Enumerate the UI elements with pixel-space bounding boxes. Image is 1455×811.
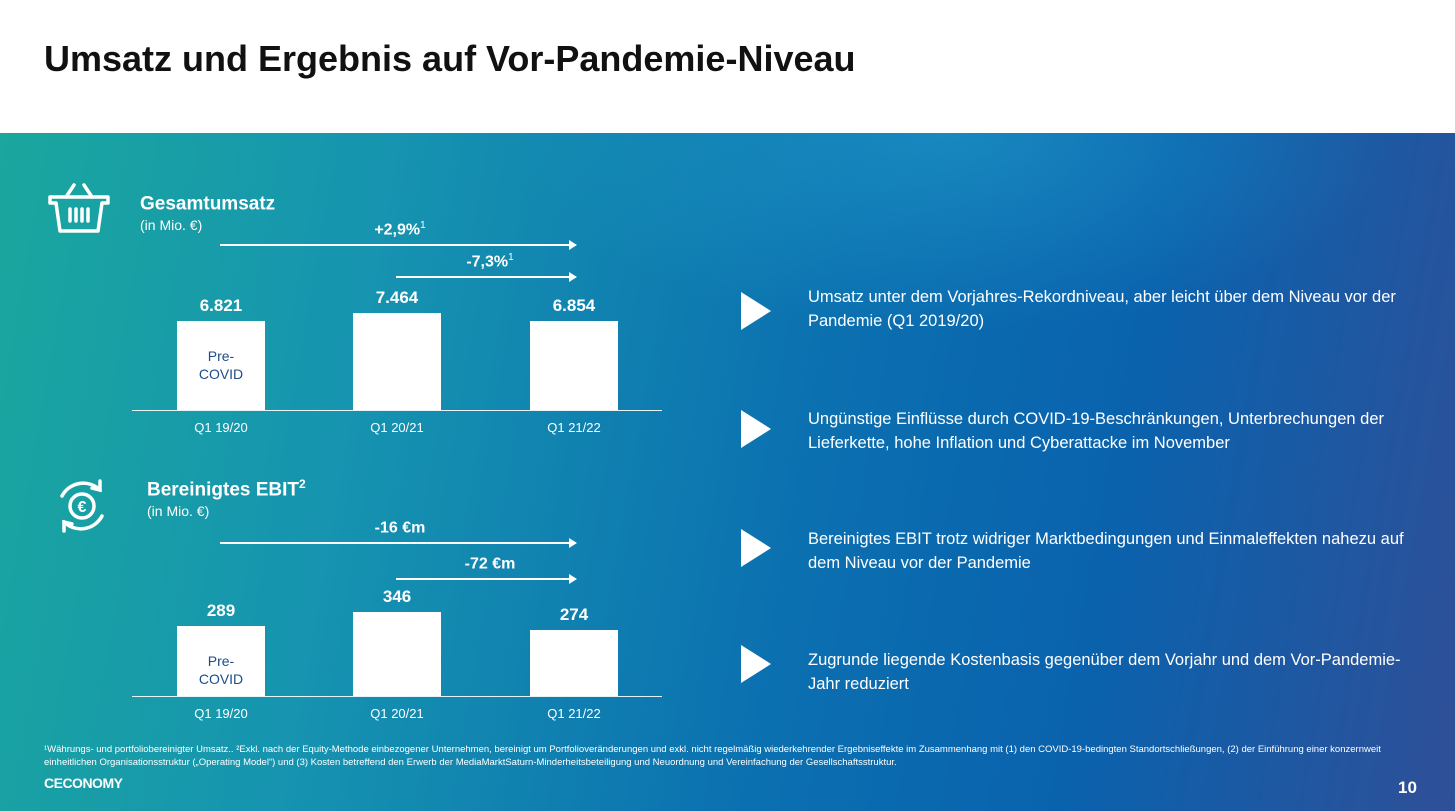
change-value: -7,3% <box>466 253 509 271</box>
bar-q1-21-22 <box>530 320 618 410</box>
x-axis <box>132 410 662 411</box>
ceconomy-logo: CECONOMY <box>44 775 123 791</box>
change-arrow <box>220 240 577 250</box>
bar-value-label: 7.464 <box>375 287 419 307</box>
bullet-text: Zugrunde liegende Kostenbasis gegenüber … <box>808 651 1401 693</box>
page-number: 10 <box>1398 778 1417 797</box>
change-value: -72 €m <box>464 555 516 573</box>
svg-text:€: € <box>78 499 87 516</box>
change-arrow <box>396 272 577 282</box>
content-panel: € Gesamtumsatz (in Mio. €) +2,9%1 -7,3%1 6.8… <box>0 133 1455 811</box>
x-tick-label: Q1 21/22 <box>547 420 601 435</box>
change-label: -72 €m <box>430 554 550 573</box>
chart-title: Gesamtumsatz <box>140 191 275 215</box>
title-footnote-mark: 2 <box>299 477 306 491</box>
bar-q1-21-22 <box>530 629 618 696</box>
footnote-mark: 1 <box>508 252 514 263</box>
change-arrow <box>220 538 577 548</box>
pre-covid-note: Pre- COVID <box>198 653 244 688</box>
bullet-triangle-icon <box>741 645 771 683</box>
chart-title-text: Bereinigtes EBIT <box>147 479 300 501</box>
bar-q1-20-21 <box>353 312 441 410</box>
bullet-text: Bereinigtes EBIT trotz widriger Marktbed… <box>808 530 1404 572</box>
bullet-text: Umsatz unter dem Vorjahres-Rekordniveau,… <box>808 288 1396 330</box>
change-arrow <box>396 574 577 584</box>
chart-title-text: Gesamtumsatz <box>140 193 276 215</box>
x-tick-label: Q1 20/21 <box>370 706 424 721</box>
chart-title: Bereinigtes EBIT2 <box>147 477 306 501</box>
x-tick-label: Q1 19/20 <box>194 420 248 435</box>
bar-value-label: 6.821 <box>199 295 243 315</box>
header: Umsatz und Ergebnis auf Vor-Pandemie-Niv… <box>0 0 1455 133</box>
euro-cycle-icon: € <box>60 479 104 533</box>
change-value: +2,9% <box>374 221 421 239</box>
bar-q1-19-20 <box>177 320 265 410</box>
change-label: +2,9%1 <box>340 220 460 239</box>
bullet-triangle-icon <box>741 292 771 330</box>
change-value: -16 €m <box>374 519 426 537</box>
chart-subtitle: (in Mio. €) <box>140 217 203 233</box>
pre-covid-note: Pre- COVID <box>198 347 244 382</box>
x-tick-label: Q1 21/22 <box>547 706 601 721</box>
change-label: -16 €m <box>340 518 460 537</box>
x-axis <box>132 696 662 697</box>
footnote-mark: 1 <box>420 220 426 231</box>
page-title: Umsatz und Ergebnis auf Vor-Pandemie-Niv… <box>44 38 856 79</box>
bar-q1-19-20 <box>177 626 265 696</box>
chart-subtitle: (in Mio. €) <box>147 503 210 519</box>
bar-value-label: 289 <box>206 601 236 621</box>
bar-value-label: 346 <box>382 587 412 607</box>
bullet-triangle-icon <box>741 529 771 567</box>
change-label: -7,3%1 <box>430 252 550 271</box>
footnote: ¹Währungs- und portfoliobereinigter Umsa… <box>44 744 1381 768</box>
bar-value-label: 6.854 <box>552 295 596 315</box>
x-tick-label: Q1 19/20 <box>194 706 248 721</box>
bar-value-label: 274 <box>559 604 589 624</box>
bullet-triangle-icon <box>741 410 771 448</box>
bar-q1-20-21 <box>353 612 441 696</box>
bullet-text: Ungünstige Einflüsse durch COVID-19-Besc… <box>808 410 1384 452</box>
x-tick-label: Q1 20/21 <box>370 420 424 435</box>
shopping-basket-icon <box>48 183 110 233</box>
